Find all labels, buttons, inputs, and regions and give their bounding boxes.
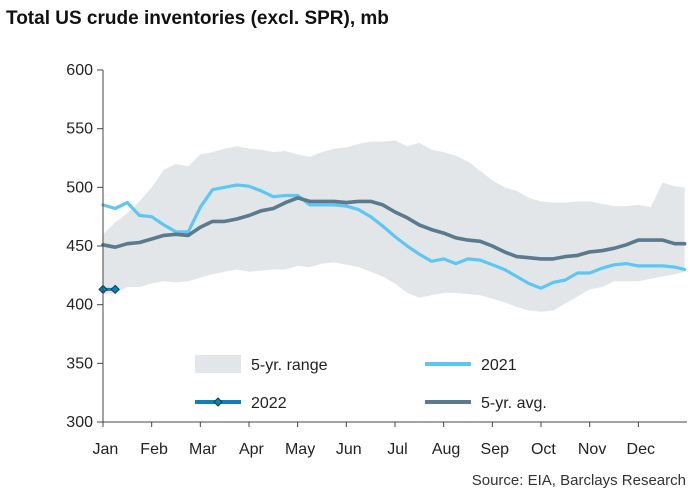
x-tick-label: Jul [387,441,407,458]
y-tick-label: 600 [66,62,93,79]
legend-swatch-marker [213,397,223,407]
x-tick-label: Jun [336,441,362,458]
legend-label: 5-yr. range [251,357,328,374]
x-tick-label: Nov [578,441,606,458]
series-2021-line [101,183,687,290]
legend-label: 2021 [481,357,517,374]
series-5yr-avg-line [101,196,687,261]
x-tick-label: Mar [189,441,217,458]
y-tick-label: 350 [66,355,93,372]
x-tick-label: May [285,441,315,458]
x-tick-label: Sep [481,441,510,458]
y-tick-label: 550 [66,121,93,138]
x-tick-label: Oct [531,441,556,458]
series-2022-point [110,284,120,295]
x-tick-label: Aug [432,441,460,458]
chart-title: Total US crude inventories (excl. SPR), … [6,8,389,29]
x-tick-label: Apr [239,441,265,458]
y-tick-label: 400 [66,297,93,314]
series-5yr-range-band [103,140,685,312]
x-tick-label: Dec [627,441,655,458]
y-tick-label: 500 [66,179,93,196]
x-tick-label: Jan [93,441,119,458]
source-note: Source: EIA, Barclays Research [472,472,686,489]
x-tick-label: Feb [140,441,168,458]
legend: 5-yr. range 2021 2022 5-yr. avg. [195,355,547,412]
plot-area: 300 350 400 450 500 550 600 Jan Feb Mar Apr May Jun J… [66,62,687,458]
legend-label: 2022 [251,395,287,412]
legend-label: 5-yr. avg. [481,395,547,412]
y-tick-label: 450 [66,238,93,255]
y-tick-label: 300 [66,414,93,431]
legend-swatch-range [195,355,241,373]
